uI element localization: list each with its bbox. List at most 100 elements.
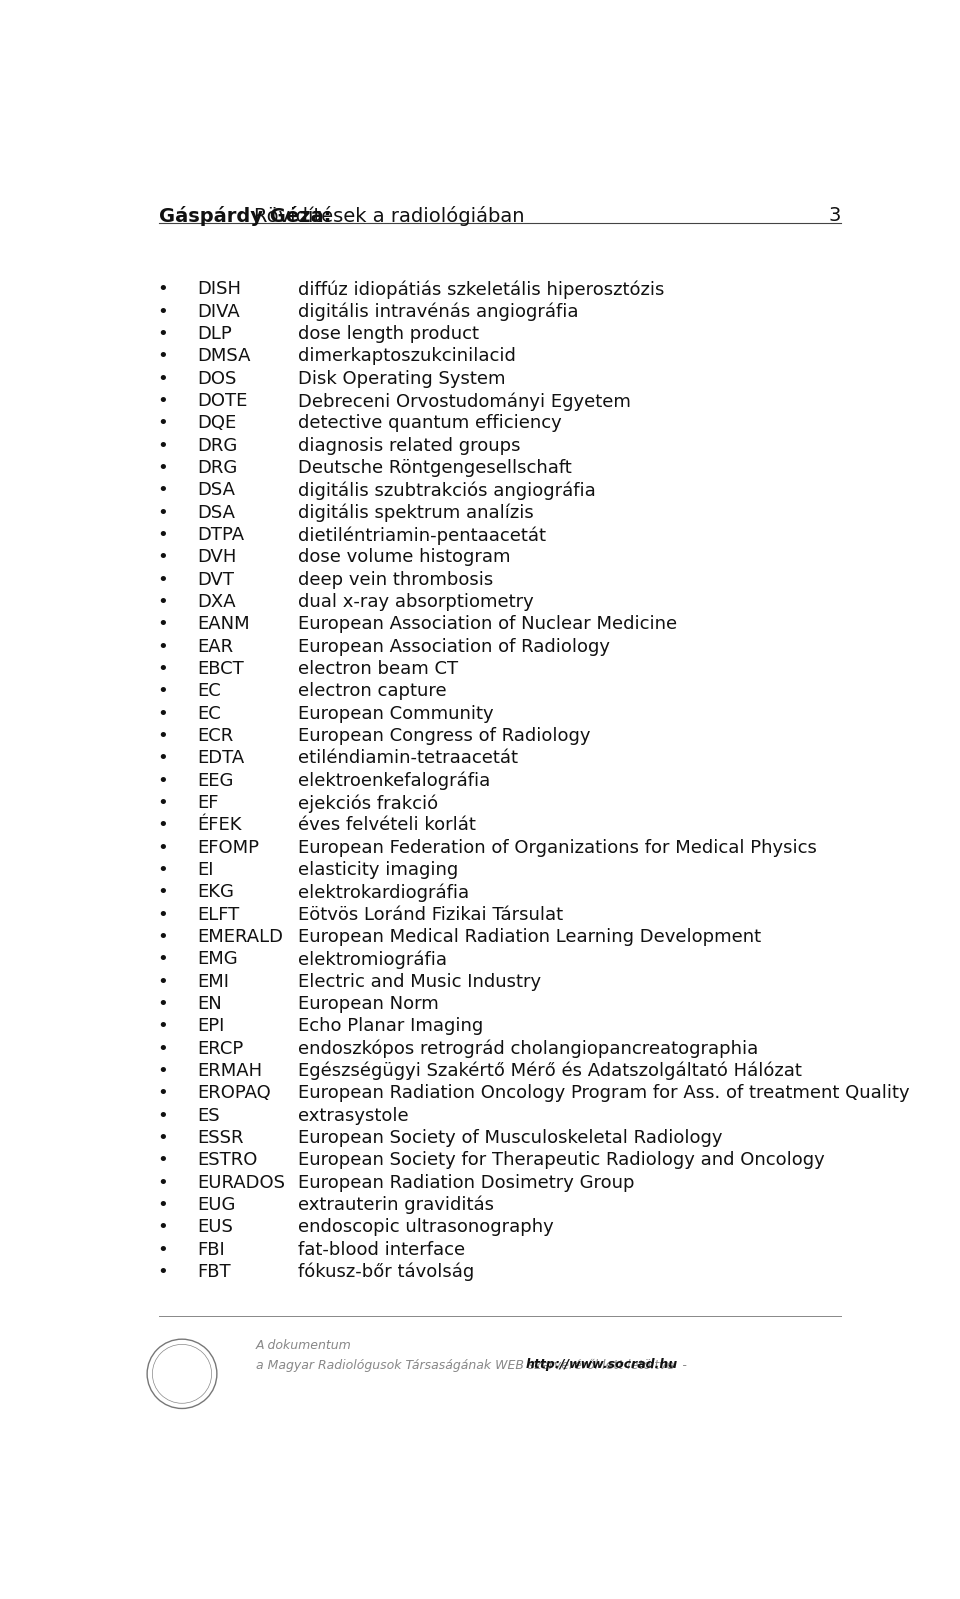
Text: DVH: DVH (198, 548, 237, 566)
Text: •: • (157, 1151, 168, 1169)
Text: EBCT: EBCT (198, 660, 244, 678)
Text: •: • (157, 1174, 168, 1191)
Text: endoszkópos retrográd cholangiopancreatographia: endoszkópos retrográd cholangiopancreato… (299, 1039, 758, 1059)
Text: •: • (157, 860, 168, 879)
Text: •: • (157, 1039, 168, 1057)
Text: •: • (157, 972, 168, 991)
Text: http://www.socrad.hu: http://www.socrad.hu (526, 1359, 678, 1372)
Text: deep vein thrombosis: deep vein thrombosis (299, 571, 493, 588)
Text: DOS: DOS (198, 369, 237, 387)
Text: European Congress of Radiology: European Congress of Radiology (299, 728, 590, 745)
Text: extrasystole: extrasystole (299, 1107, 409, 1124)
Text: EMG: EMG (198, 950, 238, 969)
Text: DVT: DVT (198, 571, 234, 588)
Text: •: • (157, 280, 168, 299)
Text: •: • (157, 638, 168, 656)
Text: EUG: EUG (198, 1196, 236, 1214)
Text: electron beam CT: electron beam CT (299, 660, 458, 678)
Text: EURADOS: EURADOS (198, 1174, 285, 1191)
Text: DQE: DQE (198, 414, 237, 432)
Text: European Association of Nuclear Medicine: European Association of Nuclear Medicine (299, 616, 678, 633)
Text: Disk Operating System: Disk Operating System (299, 369, 506, 387)
Text: EN: EN (198, 995, 223, 1014)
Text: ERMAH: ERMAH (198, 1062, 263, 1079)
Text: DMSA: DMSA (198, 347, 251, 366)
Text: ECR: ECR (198, 728, 233, 745)
Text: •: • (157, 616, 168, 633)
Text: •: • (157, 392, 168, 409)
Text: •: • (157, 526, 168, 544)
Text: Eötvös Loránd Fizikai Társulat: Eötvös Loránd Fizikai Társulat (299, 905, 564, 924)
Text: éves felvételi korlát: éves felvételi korlát (299, 817, 476, 835)
Text: elasticity imaging: elasticity imaging (299, 860, 459, 879)
Text: •: • (157, 750, 168, 768)
Text: •: • (157, 817, 168, 835)
Text: European Radiation Oncology Program for Ass. of treatment Quality: European Radiation Oncology Program for … (299, 1084, 910, 1102)
Text: EUS: EUS (198, 1218, 233, 1236)
Text: DOTE: DOTE (198, 392, 248, 409)
Text: endoscopic ultrasonography: endoscopic ultrasonography (299, 1218, 554, 1236)
Text: EPI: EPI (198, 1017, 225, 1035)
Text: ELFT: ELFT (198, 905, 240, 924)
Text: FBI: FBI (198, 1241, 226, 1258)
Text: EAR: EAR (198, 638, 233, 656)
Text: FBT: FBT (198, 1263, 231, 1281)
Text: EKG: EKG (198, 883, 234, 902)
Text: Echo Planar Imaging: Echo Planar Imaging (299, 1017, 484, 1035)
Text: A dokumentum: A dokumentum (255, 1340, 351, 1353)
Text: dual x-ray absorptiometry: dual x-ray absorptiometry (299, 593, 534, 611)
Text: diffúz idiopátiás szkeletális hiperosztózis: diffúz idiopátiás szkeletális hiperosztó… (299, 280, 664, 299)
Text: •: • (157, 1241, 168, 1258)
Text: digitális spektrum analízis: digitális spektrum analízis (299, 504, 534, 523)
Text: •: • (157, 504, 168, 521)
Text: elektromiográfia: elektromiográfia (299, 950, 447, 969)
Text: •: • (157, 705, 168, 723)
Text: detective quantum efficiency: detective quantum efficiency (299, 414, 562, 432)
Text: DRG: DRG (198, 459, 238, 477)
Text: •: • (157, 414, 168, 432)
Text: European Community: European Community (299, 705, 493, 723)
Text: •: • (157, 302, 168, 321)
Text: EF: EF (198, 795, 219, 812)
Text: Deutsche Röntgengesellschaft: Deutsche Röntgengesellschaft (299, 459, 572, 477)
Text: •: • (157, 1084, 168, 1102)
Text: •: • (157, 571, 168, 588)
Text: digitális intravénás angiográfia: digitális intravénás angiográfia (299, 302, 579, 321)
Text: EEG: EEG (198, 772, 234, 790)
Text: EMI: EMI (198, 972, 229, 991)
Text: ERCP: ERCP (198, 1039, 244, 1057)
Text: DTPA: DTPA (198, 526, 245, 544)
Text: •: • (157, 593, 168, 611)
Text: EC: EC (198, 705, 221, 723)
Text: •: • (157, 883, 168, 902)
Text: European Radiation Dosimetry Group: European Radiation Dosimetry Group (299, 1174, 635, 1191)
Text: DSA: DSA (198, 481, 235, 499)
Text: EANM: EANM (198, 616, 251, 633)
Text: •: • (157, 548, 168, 566)
Text: DRG: DRG (198, 437, 238, 454)
Text: ÉFEK: ÉFEK (198, 817, 242, 835)
Text: •: • (157, 437, 168, 454)
Text: EMERALD: EMERALD (198, 927, 283, 947)
Text: Gáspárdy Géza:: Gáspárdy Géza: (158, 206, 338, 225)
Text: •: • (157, 1107, 168, 1124)
Text: •: • (157, 905, 168, 924)
Text: fókusz-bőr távolság: fókusz-bőr távolság (299, 1263, 474, 1281)
Text: ESSR: ESSR (198, 1129, 244, 1146)
Text: •: • (157, 660, 168, 678)
Text: European Norm: European Norm (299, 995, 439, 1014)
Text: European Federation of Organizations for Medical Physics: European Federation of Organizations for… (299, 839, 817, 857)
Text: dose length product: dose length product (299, 325, 479, 344)
Text: elektrokardiográfia: elektrokardiográfia (299, 883, 469, 902)
Text: European Medical Radiation Learning Development: European Medical Radiation Learning Deve… (299, 927, 761, 947)
Text: dimerkaptoszukcinilacid: dimerkaptoszukcinilacid (299, 347, 516, 366)
Text: •: • (157, 369, 168, 387)
Text: extrauterin graviditás: extrauterin graviditás (299, 1196, 494, 1215)
Text: Debreceni Orvostudományi Egyetem: Debreceni Orvostudományi Egyetem (299, 392, 631, 411)
Text: EC: EC (198, 683, 221, 700)
Text: elektroenkefalográfia: elektroenkefalográfia (299, 772, 491, 790)
Text: •: • (157, 839, 168, 857)
Text: 3: 3 (828, 206, 841, 225)
Text: DXA: DXA (198, 593, 236, 611)
Text: DSA: DSA (198, 504, 235, 521)
